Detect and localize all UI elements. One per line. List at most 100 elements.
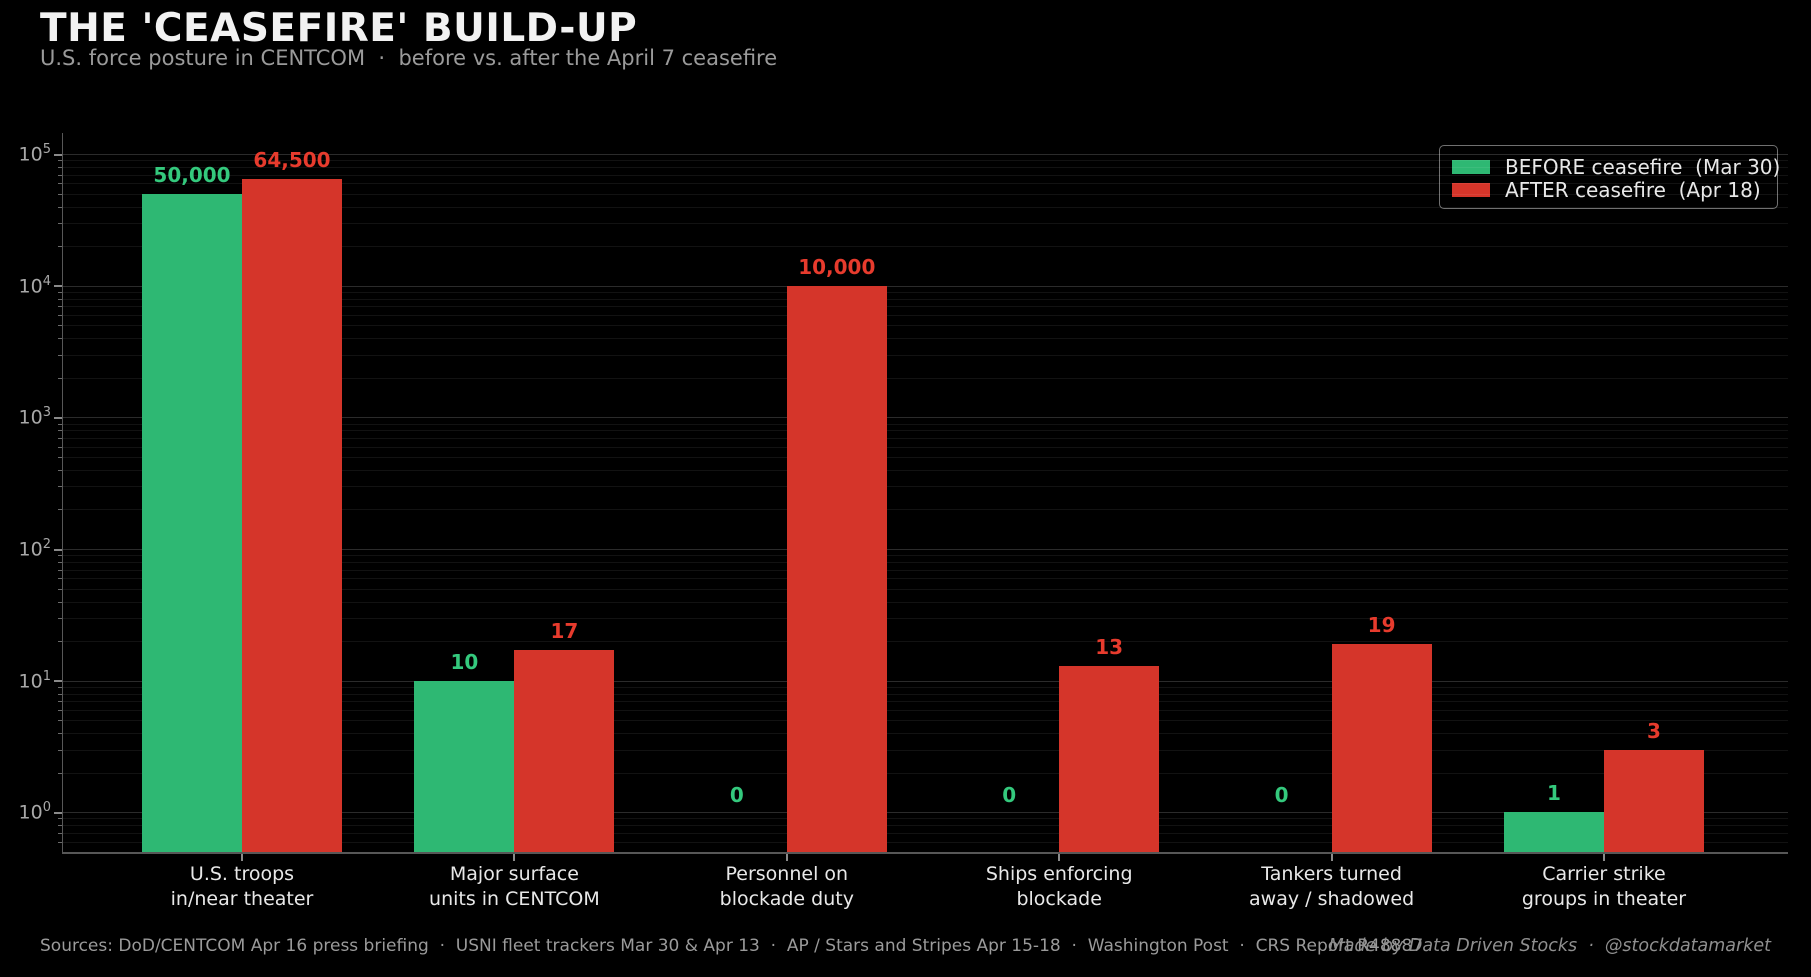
y-axis-minor-tick (58, 206, 63, 208)
y-axis-minor-tick (58, 832, 63, 834)
gridline-minor (63, 446, 1788, 448)
y-axis-minor-tick (58, 291, 63, 293)
y-axis-minor-tick (58, 561, 63, 563)
gridline-minor (63, 193, 1788, 195)
gridline-minor (63, 686, 1788, 688)
legend-item-after: AFTER ceasefire (Apr 18) (1452, 178, 1765, 202)
x-tick-label: Tankers turned away / shadowed (1249, 863, 1415, 910)
gridline-minor (63, 166, 1788, 168)
gridline-minor (63, 509, 1788, 511)
gridline-major (63, 812, 1788, 814)
y-axis-minor-tick (58, 641, 63, 643)
gridline-minor (63, 832, 1788, 834)
y-tick-label: 101 (18, 668, 51, 693)
x-tick-label: Personnel on blockade duty (719, 863, 854, 910)
legend-swatch-after-icon (1452, 182, 1490, 197)
y-axis-minor-tick (58, 306, 63, 308)
gridline-minor (63, 569, 1788, 571)
y-axis-minor-tick (58, 298, 63, 300)
gridline-minor (63, 772, 1788, 774)
gridline-minor (63, 430, 1788, 432)
x-tick-label: U.S. troops in/near theater (170, 863, 314, 910)
gridline-minor (63, 183, 1788, 185)
y-axis-minor-tick (58, 166, 63, 168)
bar-after (242, 179, 342, 852)
y-axis-minor-tick (58, 354, 63, 356)
x-tick-label: Major surface units in CENTCOM (429, 863, 600, 910)
y-axis-minor-tick (58, 841, 63, 843)
y-axis-minor-tick (58, 325, 63, 327)
value-label-before: 50,000 (153, 162, 231, 187)
y-axis-minor-tick (58, 509, 63, 511)
gridline-minor (63, 160, 1788, 162)
y-tick-label: 100 (18, 800, 51, 824)
y-axis-minor-tick (58, 733, 63, 735)
chart-title: THE 'CEASEFIRE' BUILD-UP (40, 6, 638, 51)
legend-label-before: BEFORE ceasefire (Mar 30) (1505, 154, 1781, 179)
bar-after (1604, 749, 1704, 852)
gridline-minor (63, 325, 1788, 327)
gridline-minor (63, 617, 1788, 619)
value-label-after: 10,000 (798, 254, 876, 279)
value-label-before: 0 (729, 783, 744, 807)
y-axis-minor-tick (58, 709, 63, 711)
y-axis-minor-tick (58, 469, 63, 471)
gridline-major (63, 154, 1788, 156)
y-tick-label: 105 (18, 142, 51, 166)
bar-after (1331, 644, 1432, 852)
y-axis-minor-tick (58, 617, 63, 619)
y-axis-minor-tick (58, 686, 63, 688)
y-axis-minor-tick (58, 720, 63, 722)
y-axis-minor-tick (58, 377, 63, 379)
x-tick-label: Ships enforcing blockade (985, 863, 1133, 910)
y-axis-major-tick (54, 680, 63, 683)
value-label-after: 64,500 (253, 148, 331, 173)
value-label-after: 19 (1367, 613, 1396, 638)
footer-credit: Made by Data Driven Stocks · @stockdatam… (1328, 936, 1771, 956)
gridline-minor (63, 641, 1788, 643)
x-axis-tick (1603, 853, 1605, 861)
y-axis-minor-tick (58, 338, 63, 340)
y-axis-minor-tick (58, 423, 63, 425)
bar-after (1059, 665, 1160, 852)
y-axis-minor-tick (58, 588, 63, 590)
gridline-major (63, 285, 1788, 287)
x-axis-tick (513, 853, 516, 861)
y-tick-label: 104 (18, 273, 51, 298)
footer-sources: Sources: DoD/CENTCOM Apr 16 press briefi… (40, 936, 1424, 956)
y-axis-major-tick (54, 416, 63, 419)
y-axis-minor-tick (58, 223, 63, 225)
y-axis-minor-tick (58, 555, 63, 557)
legend: BEFORE ceasefire (Mar 30) AFTER ceasefir… (1439, 145, 1781, 209)
bar-after (786, 285, 887, 852)
y-axis-minor-tick (58, 457, 63, 459)
value-label-before: 10 (450, 649, 479, 674)
gridline-minor (63, 561, 1788, 563)
value-label-after: 17 (550, 619, 579, 644)
gridline-minor (63, 841, 1788, 843)
bar-after (514, 650, 615, 852)
gridline-minor (63, 749, 1788, 751)
y-axis-minor-tick (58, 818, 63, 820)
gridline-minor (63, 206, 1788, 208)
y-tick-label: 103 (18, 405, 51, 429)
y-axis-minor-tick (58, 701, 63, 703)
y-axis-minor-tick (58, 160, 63, 162)
gridline-minor (63, 174, 1788, 176)
gridline-minor (63, 298, 1788, 300)
y-axis-major-tick (54, 285, 63, 288)
y-axis-major-tick (54, 548, 63, 551)
y-axis-minor-tick (58, 749, 63, 751)
gridline-minor (63, 246, 1788, 248)
gridline-minor (63, 354, 1788, 356)
gridline-minor (63, 555, 1788, 557)
gridline-major (63, 680, 1788, 682)
value-label-after: 13 (1095, 634, 1124, 659)
gridline-minor (63, 601, 1788, 603)
y-axis-major-tick (54, 153, 63, 156)
gridline-major (63, 417, 1788, 419)
x-axis-tick (1330, 853, 1333, 861)
gridline-minor (63, 720, 1788, 722)
gridline-minor (63, 377, 1788, 379)
y-axis-minor-tick (58, 825, 63, 827)
